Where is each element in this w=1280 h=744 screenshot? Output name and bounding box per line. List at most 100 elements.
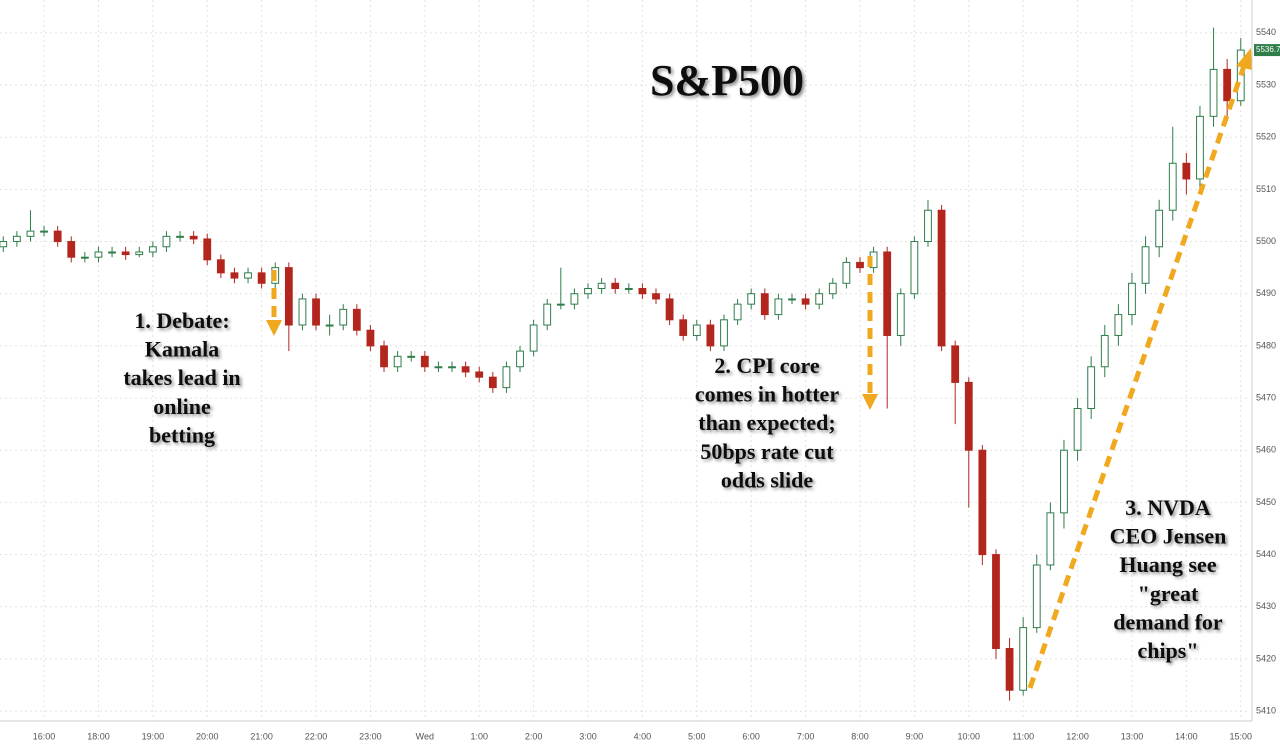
x-tick-label: 19:00 [142, 731, 165, 741]
annotation: takes lead in [123, 365, 240, 390]
candle-body [679, 319, 688, 336]
x-tick-label: 1:00 [470, 731, 488, 741]
candle-body [570, 293, 579, 305]
candle-body [230, 272, 239, 279]
candle-body [1155, 209, 1164, 248]
x-tick-label: 3:00 [579, 731, 597, 741]
annotation: chips" [1137, 638, 1198, 663]
y-tick-label: 5540 [1256, 27, 1276, 37]
arrow-head [1236, 48, 1252, 70]
x-tick-label: 23:00 [359, 731, 382, 741]
arrows [266, 48, 1252, 689]
candle-body [1128, 282, 1136, 316]
candle-body [1168, 162, 1177, 211]
y-tick-label: 5500 [1256, 236, 1276, 246]
candle-body [488, 376, 497, 389]
annotation: betting [149, 422, 215, 447]
candle-body [448, 366, 456, 369]
y-tick-label: 5450 [1256, 497, 1276, 507]
annotation: Huang see [1119, 552, 1216, 577]
candle-body [788, 298, 796, 301]
candle-body [1209, 68, 1218, 117]
annotation: comes in hotter [695, 382, 839, 407]
candle-body [692, 324, 701, 336]
candle-body [216, 259, 225, 274]
candle-body [407, 355, 416, 358]
x-tick-label: 7:00 [797, 731, 815, 741]
x-tick-label: 12:00 [1066, 731, 1089, 741]
x-tick-label: 6:00 [742, 731, 760, 741]
candle-body [502, 366, 511, 389]
candle-body [284, 267, 293, 326]
candle-body [611, 282, 620, 290]
candle-body [0, 241, 8, 248]
annotation: 2. CPI core [714, 353, 820, 378]
candle-body [529, 324, 538, 352]
last-price-label: 5536.7 [1256, 45, 1280, 54]
candle-body [720, 319, 728, 347]
x-tick-label: 16:00 [33, 731, 56, 741]
y-tick-label: 5460 [1256, 445, 1276, 455]
candle-body [815, 293, 824, 305]
y-tick-label: 5420 [1256, 653, 1276, 663]
annotation: than expected; [698, 410, 835, 435]
annotation: 50bps rate cut [700, 439, 834, 464]
candle-body [393, 355, 402, 368]
x-tick-label: 13:00 [1121, 731, 1144, 741]
x-tick-label: 14:00 [1175, 731, 1198, 741]
candle-body [1046, 512, 1055, 566]
candle-body [665, 298, 674, 321]
candle-body [733, 303, 742, 321]
candle-body [1087, 366, 1096, 409]
x-tick-label: 4:00 [634, 731, 652, 741]
candle-body [203, 238, 212, 261]
candle-body [1182, 162, 1191, 180]
x-tick-label: 9:00 [906, 731, 924, 741]
candle-body [964, 381, 973, 451]
y-tick-label: 5470 [1256, 392, 1276, 402]
candle-body [556, 303, 565, 306]
y-tick-label: 5530 [1256, 79, 1276, 89]
candle-body [434, 366, 443, 369]
candle-body [475, 371, 484, 378]
candle-body [924, 209, 932, 243]
candle-body [937, 209, 946, 347]
annotation: CEO Jensen [1110, 524, 1227, 549]
candle-body [339, 308, 348, 326]
candle-body [978, 449, 987, 556]
x-tick-label: 11:00 [1012, 731, 1034, 741]
annotation: Kamala [145, 337, 220, 362]
annotation: 1. Debate: [134, 308, 229, 333]
candle-body [148, 246, 157, 253]
y-tick-label: 5490 [1256, 288, 1276, 298]
candle-body [1196, 115, 1204, 180]
candle-body [638, 288, 647, 295]
candle-body [1032, 564, 1041, 629]
x-tick-label: 20:00 [196, 731, 219, 741]
annotation: online [153, 394, 211, 419]
candle-body [461, 366, 470, 373]
candle-body [910, 241, 919, 295]
candle-body [516, 350, 524, 368]
candle-body [244, 272, 252, 279]
y-tick-label: 5480 [1256, 340, 1276, 350]
x-tick-label: 18:00 [87, 731, 110, 741]
candle-body [774, 298, 783, 316]
x-tick-label: 22:00 [305, 731, 328, 741]
candle-body [12, 235, 21, 243]
candles [0, 27, 1245, 701]
candle-body [135, 251, 144, 256]
chart-title: S&P500 [650, 56, 804, 105]
candle-body [896, 293, 905, 336]
candle-body [856, 261, 864, 269]
candle-body [121, 251, 130, 256]
candle-body [1019, 627, 1028, 691]
candle-body [652, 293, 660, 300]
candle-body [760, 293, 769, 316]
candle-body [1223, 68, 1232, 102]
candle-body [420, 355, 429, 368]
candle-body [842, 261, 851, 284]
candle-body [1236, 49, 1245, 102]
